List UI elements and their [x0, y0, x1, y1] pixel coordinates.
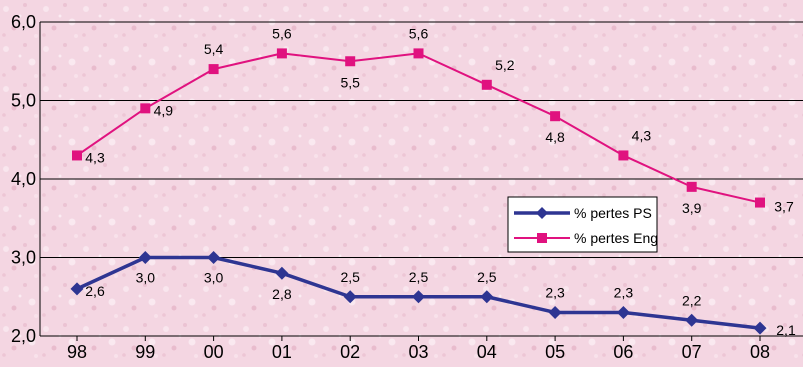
legend-label: % pertes PS — [574, 205, 652, 221]
data-label: 2,3 — [545, 284, 565, 300]
data-point-marker — [480, 290, 494, 304]
legend-swatch-marker — [536, 207, 548, 219]
data-label: 3,0 — [136, 270, 156, 286]
data-point-marker — [343, 290, 357, 304]
data-label: 3,9 — [682, 200, 702, 216]
data-label: 3,7 — [774, 199, 794, 215]
data-label: 2,5 — [477, 269, 497, 285]
data-label: 5,6 — [409, 25, 429, 41]
data-point-marker — [616, 305, 630, 319]
data-label: 2,5 — [409, 269, 429, 285]
data-label: 4,3 — [85, 149, 105, 165]
data-label: 2,2 — [682, 292, 702, 308]
x-tick-label: 00 — [204, 342, 224, 362]
data-label: 4,8 — [545, 129, 565, 145]
x-tick-label: 03 — [408, 342, 428, 362]
data-point-marker — [686, 181, 697, 192]
data-label: 3,0 — [204, 270, 224, 286]
data-label: 2,8 — [272, 286, 292, 302]
legend-label: % pertes Eng — [574, 230, 658, 246]
data-point-marker — [753, 321, 767, 335]
data-label: 4,3 — [632, 127, 652, 143]
x-tick-label: 99 — [135, 342, 155, 362]
data-point-marker — [412, 290, 425, 304]
data-point-marker — [550, 111, 561, 122]
x-tick-label: 06 — [613, 342, 633, 362]
data-point-marker — [345, 56, 356, 67]
data-label: 2,6 — [85, 283, 105, 299]
data-label: 2,3 — [614, 284, 634, 300]
data-point-marker — [208, 64, 219, 75]
data-point-marker — [140, 103, 151, 114]
data-label: 5,2 — [495, 57, 515, 73]
legend-box — [507, 196, 658, 253]
x-tick-label: 98 — [67, 342, 87, 362]
y-tick-label: 3,0 — [11, 248, 36, 268]
data-point-marker — [618, 150, 629, 161]
x-tick-label: 01 — [272, 342, 292, 362]
data-label: 4,9 — [154, 102, 174, 118]
data-point-marker — [481, 79, 492, 90]
data-label: 2,5 — [340, 269, 360, 285]
data-point-marker — [72, 150, 82, 161]
data-point-marker — [275, 266, 289, 280]
x-tick-label: 07 — [682, 342, 702, 362]
x-tick-label: 08 — [750, 342, 770, 362]
data-point-marker — [548, 305, 562, 319]
y-tick-label: 2,0 — [11, 326, 36, 346]
data-label: 5,4 — [204, 41, 224, 57]
x-tick-label: 02 — [340, 342, 360, 362]
y-tick-label: 4,0 — [11, 169, 36, 189]
data-point-marker — [755, 197, 765, 208]
data-point-marker — [138, 251, 152, 264]
data-point-marker — [207, 251, 221, 264]
legend-swatch-marker — [537, 233, 547, 243]
y-tick-label: 6,0 — [11, 12, 36, 32]
x-tick-label: 05 — [545, 342, 565, 362]
x-tick-label: 04 — [477, 342, 497, 362]
data-point-marker — [413, 48, 424, 59]
data-point-marker — [276, 48, 287, 59]
data-point-marker — [70, 282, 84, 296]
data-label: 5,5 — [340, 74, 360, 90]
data-label: 2,1 — [776, 322, 796, 338]
y-tick-label: 5,0 — [11, 91, 36, 111]
data-point-marker — [685, 313, 699, 327]
data-label: 5,6 — [272, 25, 292, 41]
